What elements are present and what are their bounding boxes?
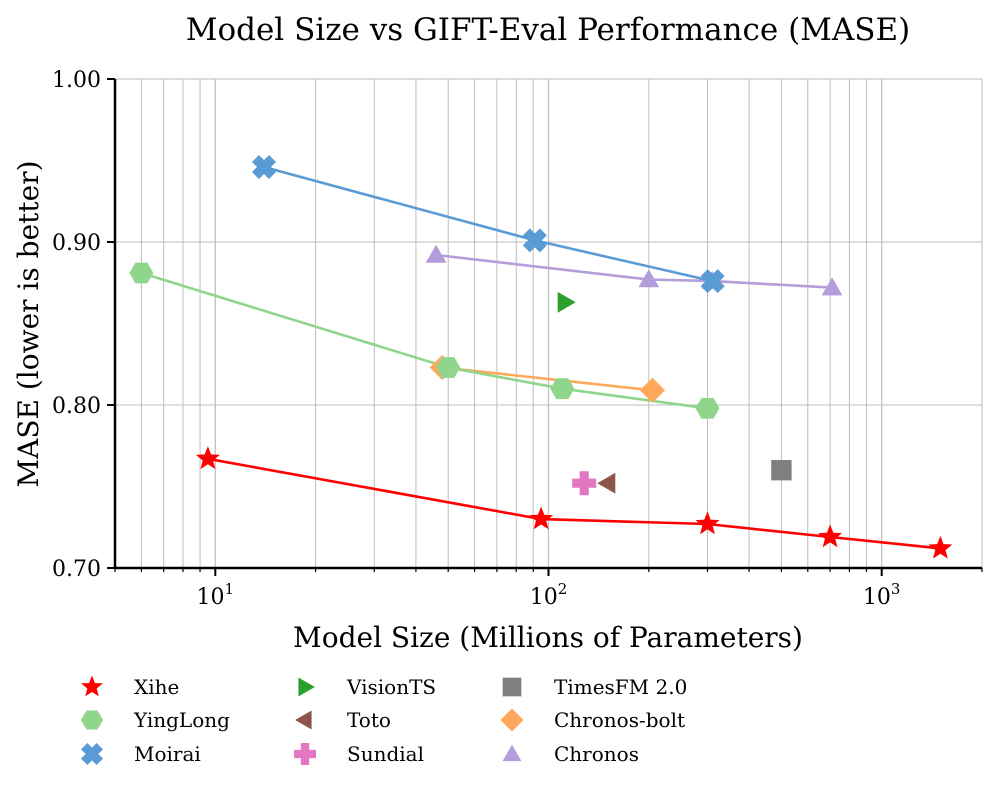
legend-label-visionts: VisionTS [346,675,436,699]
legend-label-xihe: Xihe [134,675,179,699]
legend-marker-chronos [502,744,522,762]
x-tick-label: 102 [530,580,568,610]
legend-marker-chronos-bolt [500,708,524,732]
point-chronos-bolt [639,377,665,403]
legend-label-chronos-bolt: Chronos-bolt [554,708,685,732]
x-tick-base: 10 [197,585,225,610]
legend-marker-moirai [81,743,103,765]
series-line-chronos-bolt [442,366,653,392]
series-line-yinglong [141,271,708,410]
series-lines [141,165,941,550]
legend-label-timesfm-2-0: TimesFM 2.0 [554,675,687,699]
x-axis-label: Model Size (Millions of Parameters) [293,621,803,654]
chart-title: Model Size vs GIFT-Eval Performance (MAS… [186,12,911,48]
point-yinglong [550,378,575,400]
point-chronos [821,277,843,296]
point-sundial [572,471,597,496]
x-tick-exponent: 3 [891,580,901,598]
legend-label-yinglong: YingLong [133,708,230,732]
point-moirai [700,269,725,294]
series-line-chronos [435,253,833,289]
legend-marker-visionts [298,677,315,697]
point-visionts [557,291,576,313]
point-moirai [522,228,547,253]
grid [114,78,983,569]
legend-label-moirai: Moirai [134,742,201,766]
y-tick-label: 0.90 [52,231,101,256]
point-xihe [529,506,554,530]
data-markers [129,155,953,559]
legend-marker-timesfm-2-0 [502,677,522,697]
y-tick-label: 0.70 [52,557,101,582]
point-chronos [638,269,660,288]
point-toto [597,472,616,494]
x-tick-exponent: 1 [225,580,235,598]
x-tick-label: 103 [863,580,901,610]
point-yinglong [436,357,461,378]
legend-label-chronos: Chronos [554,742,639,766]
point-timesfm-2-0 [771,460,792,481]
y-tick-label: 0.80 [52,394,101,419]
legend-marker-yinglong [81,710,103,730]
legend-marker-toto [295,710,312,730]
point-chronos [425,244,447,263]
point-xihe [695,511,720,535]
point-xihe [928,535,953,559]
legend: Xihe YingLong Moirai VisionTS Toto Sundial Tim… [81,675,687,766]
y-axis-label: MASE (lower is better) [12,160,45,487]
legend-label-toto: Toto [347,708,391,732]
point-yinglong [129,262,154,284]
legend-marker-sundial [294,743,316,765]
x-tick-label: 101 [197,580,235,610]
legend-label-sundial: Sundial [347,742,424,766]
point-yinglong [695,397,720,419]
x-tick-base: 10 [863,585,891,610]
legend-marker-xihe [81,675,103,697]
y-tick-label: 1.00 [52,68,101,93]
point-moirai [251,155,276,180]
point-xihe [818,524,843,548]
point-xihe [195,446,220,469]
x-tick-base: 10 [530,585,558,610]
series-line-moirai [263,165,713,283]
x-tick-exponent: 2 [558,580,568,598]
